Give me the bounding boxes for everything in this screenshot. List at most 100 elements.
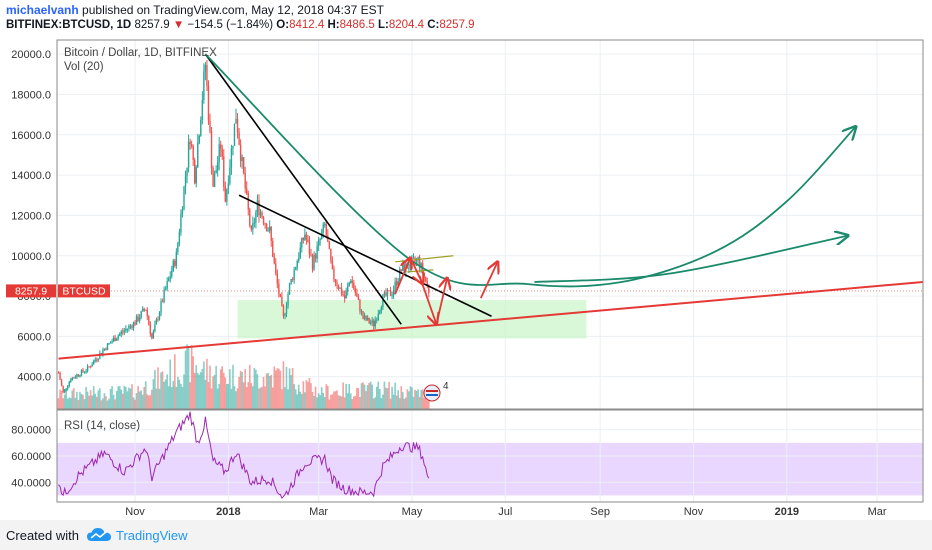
axes: 4000.06000.08000.010000.012000.014000.01… bbox=[11, 49, 887, 518]
rsi-band-layer bbox=[57, 442, 923, 496]
candle-body bbox=[134, 322, 136, 325]
volume-bar bbox=[144, 381, 147, 409]
volume-bar bbox=[397, 390, 399, 409]
candle-body bbox=[203, 71, 205, 100]
candle-body bbox=[216, 162, 219, 171]
candle-body bbox=[415, 259, 418, 262]
time-axis-label: May bbox=[402, 506, 423, 518]
volume-bar bbox=[187, 346, 190, 409]
candle-body bbox=[252, 223, 254, 230]
volume-bar bbox=[158, 388, 161, 409]
time-axis-label: Mar bbox=[868, 506, 887, 518]
volume-bar bbox=[255, 369, 257, 409]
volume-bar bbox=[342, 382, 344, 409]
price-axis-label: 20000.0 bbox=[11, 49, 51, 61]
volume-bar bbox=[374, 397, 377, 409]
candle-body bbox=[138, 317, 141, 321]
candle-body bbox=[268, 226, 271, 231]
volume-bar bbox=[146, 394, 149, 409]
candle-body bbox=[155, 319, 158, 325]
candle-body bbox=[96, 359, 98, 361]
volume-bar bbox=[235, 391, 237, 409]
volume-bar bbox=[88, 395, 90, 409]
candle-body bbox=[200, 119, 202, 136]
candle-body bbox=[291, 278, 294, 280]
candle-body bbox=[132, 322, 135, 329]
volume-bar bbox=[354, 395, 357, 409]
volume-bar bbox=[377, 381, 380, 409]
volume-bar bbox=[103, 393, 106, 409]
volume-bar bbox=[359, 396, 361, 409]
volume-bar bbox=[108, 398, 110, 409]
candle-body bbox=[143, 308, 145, 311]
volume-bar bbox=[365, 391, 367, 409]
candle-body bbox=[77, 374, 80, 376]
candle-body bbox=[232, 145, 234, 149]
candle-body bbox=[255, 212, 257, 223]
candle-body bbox=[334, 279, 337, 283]
volume-bar bbox=[69, 398, 72, 409]
event-badge[interactable]: 4 bbox=[423, 381, 449, 402]
candle-body bbox=[171, 270, 173, 277]
chart-canvas[interactable]: 4000.06000.08000.010000.012000.014000.01… bbox=[0, 0, 932, 520]
price-axis-label: 16000.0 bbox=[11, 130, 51, 142]
volume-bar bbox=[392, 394, 395, 409]
volume-bar bbox=[241, 371, 243, 409]
volume-bar bbox=[118, 386, 121, 409]
candle-body bbox=[314, 254, 317, 259]
volume-bar bbox=[327, 385, 329, 409]
volume-bar bbox=[198, 374, 201, 409]
volume-bar bbox=[245, 387, 248, 409]
volume-bar bbox=[226, 384, 228, 409]
volume-bar bbox=[92, 386, 95, 409]
volume-bar bbox=[117, 386, 120, 409]
volume-bar bbox=[109, 388, 112, 409]
volume-bar bbox=[155, 388, 158, 409]
volume-bar bbox=[256, 374, 259, 409]
volume-bar bbox=[100, 400, 103, 409]
price-axis-label: 4000.0 bbox=[17, 372, 51, 384]
candle-body bbox=[394, 281, 396, 290]
volume-bar bbox=[105, 396, 107, 409]
volume-bar bbox=[288, 368, 291, 409]
volume-bar bbox=[221, 366, 224, 409]
candle-body bbox=[220, 144, 222, 149]
volume-bar bbox=[320, 387, 323, 409]
candle-body bbox=[186, 167, 188, 177]
volume-bar bbox=[71, 390, 74, 409]
candle-body bbox=[74, 377, 77, 379]
volume-bar bbox=[415, 390, 418, 409]
volume-bar bbox=[372, 398, 375, 409]
volume-bar bbox=[236, 388, 239, 409]
drawings-layer[interactable] bbox=[57, 53, 923, 360]
author-link[interactable]: michaelvanh bbox=[6, 3, 79, 17]
volume-bar bbox=[317, 393, 320, 409]
volume-bar bbox=[114, 399, 116, 409]
candle-body bbox=[380, 307, 383, 311]
volume-bar bbox=[304, 392, 306, 409]
candle-body bbox=[115, 338, 118, 341]
volume-bar bbox=[213, 375, 216, 409]
volume-bar bbox=[334, 391, 337, 409]
candle-body bbox=[79, 375, 81, 377]
volume-bar bbox=[65, 387, 67, 409]
candle-body bbox=[420, 263, 422, 269]
candle-body bbox=[305, 234, 308, 240]
volume-bar bbox=[115, 391, 118, 409]
candle-body bbox=[299, 247, 301, 258]
volume-bar bbox=[174, 354, 176, 409]
volume-bar bbox=[252, 386, 254, 409]
volume-bar bbox=[63, 394, 66, 409]
volume-bar bbox=[178, 379, 181, 409]
candle-body bbox=[160, 301, 162, 313]
tradingview-brand-link[interactable]: TradingView bbox=[116, 528, 188, 543]
candle-body bbox=[363, 316, 366, 319]
candle-body bbox=[241, 157, 243, 162]
candle-body bbox=[67, 386, 69, 389]
candle-body bbox=[418, 257, 421, 269]
candle-body bbox=[340, 287, 343, 295]
red-arrow bbox=[418, 275, 437, 324]
candle-body bbox=[123, 330, 126, 333]
candle-body bbox=[276, 273, 279, 284]
red-arrow bbox=[480, 262, 498, 299]
